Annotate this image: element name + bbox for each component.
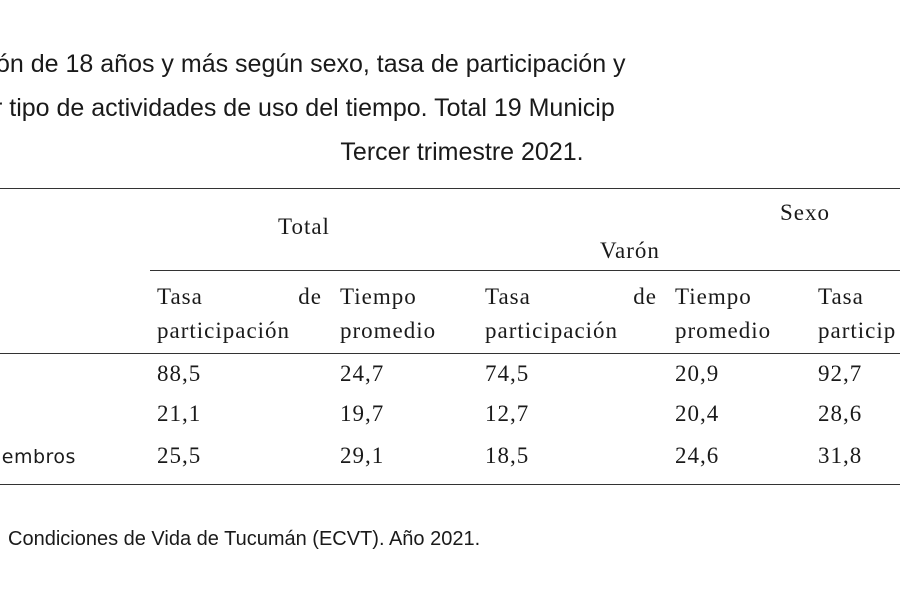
column-header: promedio (340, 318, 437, 343)
cell: 25,5 (157, 443, 202, 468)
cell: 24,6 (675, 443, 720, 468)
column-header: Tasa (157, 284, 203, 309)
cell: 21,1 (157, 401, 202, 426)
cell: 12,7 (485, 401, 530, 426)
column-header: Tiempo (675, 284, 752, 309)
title-line: Tercer trimestre 2021. (340, 138, 584, 166)
cell: 88,5 (157, 361, 202, 386)
rule (150, 270, 900, 271)
column-header: Tiempo (340, 284, 417, 309)
column-header: de (298, 284, 322, 309)
cell: 18,5 (485, 443, 530, 468)
column-header: participación (485, 318, 619, 343)
row-label: iembros (0, 446, 76, 468)
title-line: ón de 18 años y más según sexo, tasa de … (0, 50, 626, 78)
rule (0, 484, 900, 485)
group-header: Varón (600, 238, 660, 263)
column-header: Tasa (818, 284, 864, 309)
cell: 29,1 (340, 443, 385, 468)
cell: 20,4 (675, 401, 720, 426)
cell: 24,7 (340, 361, 385, 386)
group-header: Total (278, 214, 330, 239)
rule (0, 188, 900, 189)
title-line: r tipo de actividades de uso del tiempo.… (0, 94, 615, 122)
group-header: Sexo (780, 200, 830, 225)
rule (0, 353, 900, 354)
column-header: particip (818, 318, 897, 343)
cell: 92,7 (818, 361, 863, 386)
cell: 31,8 (818, 443, 863, 468)
cell: 20,9 (675, 361, 720, 386)
column-header: de (633, 284, 657, 309)
footer: Condiciones de Vida de Tucumán (ECVT). A… (8, 528, 481, 550)
cell: 28,6 (818, 401, 863, 426)
cell: 19,7 (340, 401, 385, 426)
column-header: promedio (675, 318, 772, 343)
column-header: Tasa (485, 284, 531, 309)
column-header: participación (157, 318, 291, 343)
cell: 74,5 (485, 361, 530, 386)
